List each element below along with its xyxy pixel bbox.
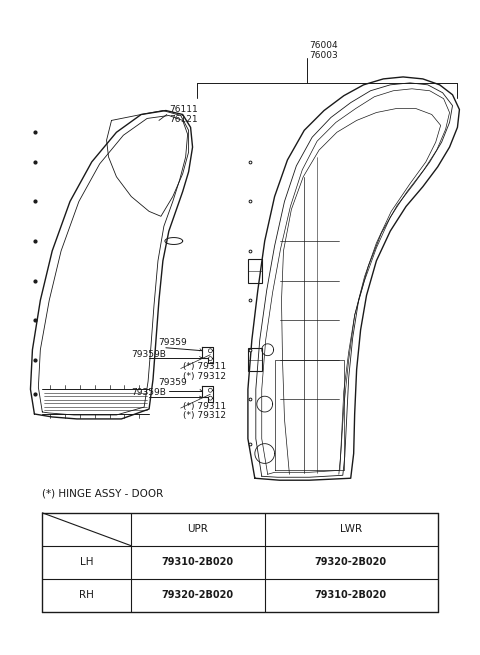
Text: 79320-2B020: 79320-2B020 bbox=[315, 557, 387, 567]
Text: 79359: 79359 bbox=[158, 339, 187, 347]
Text: 76004: 76004 bbox=[309, 41, 338, 50]
Text: 79359B: 79359B bbox=[131, 388, 166, 397]
Text: 79359B: 79359B bbox=[131, 350, 166, 359]
Bar bbox=[248, 259, 262, 282]
Text: (*) 79311: (*) 79311 bbox=[183, 402, 226, 411]
Text: 79310-2B020: 79310-2B020 bbox=[161, 557, 234, 567]
Text: 76111: 76111 bbox=[169, 105, 198, 114]
Text: (*) HINGE ASSY - DOOR: (*) HINGE ASSY - DOOR bbox=[42, 488, 164, 498]
Text: 76121: 76121 bbox=[169, 115, 197, 124]
Text: 76003: 76003 bbox=[309, 50, 338, 60]
Text: UPR: UPR bbox=[187, 523, 208, 534]
Text: (*) 79312: (*) 79312 bbox=[183, 372, 226, 381]
Bar bbox=[248, 348, 262, 371]
Text: 79310-2B020: 79310-2B020 bbox=[315, 590, 387, 600]
Text: 79359: 79359 bbox=[158, 378, 187, 387]
Text: (*) 79311: (*) 79311 bbox=[183, 362, 226, 371]
Text: LH: LH bbox=[80, 557, 94, 567]
Text: RH: RH bbox=[79, 590, 94, 600]
Text: LWR: LWR bbox=[340, 523, 362, 534]
Text: (*) 79312: (*) 79312 bbox=[183, 411, 226, 421]
Text: 79320-2B020: 79320-2B020 bbox=[161, 590, 234, 600]
